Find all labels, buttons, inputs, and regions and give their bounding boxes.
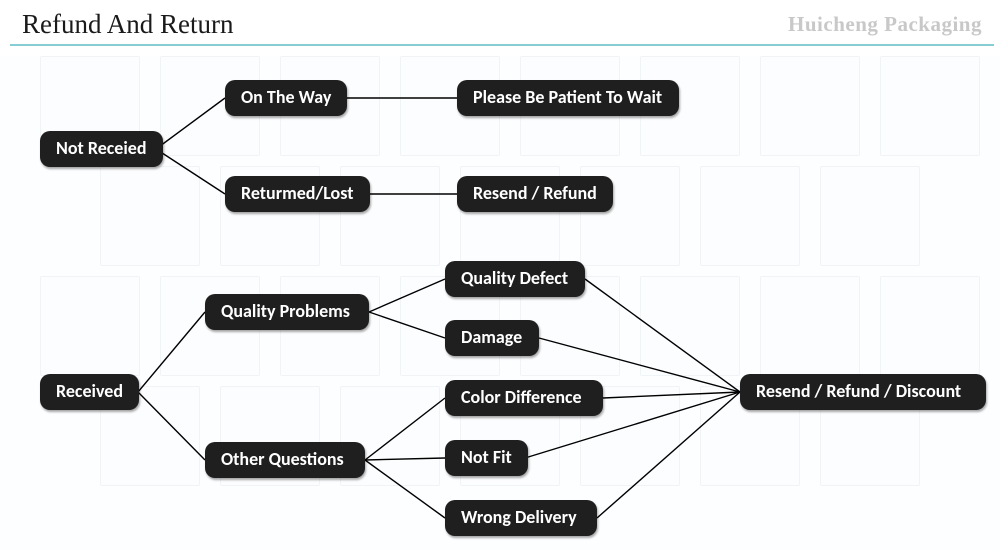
node-not-received: Not Receied <box>40 131 163 167</box>
edge-other_q-wrong_delivery <box>365 460 445 518</box>
edge-received-quality_prob <box>138 312 205 392</box>
node-not-fit: Not Fit <box>445 440 528 476</box>
edge-other_q-color_diff <box>365 398 445 460</box>
edge-color_diff-final <box>603 392 740 398</box>
node-returned-lost: Returmed/Lost <box>225 176 370 212</box>
header-underline <box>10 44 994 46</box>
node-wrong-delivery: Wrong Delivery <box>445 500 597 536</box>
page-title: Refund And Return <box>22 9 233 40</box>
brand-label: Huicheng Packaging <box>788 12 982 37</box>
edge-quality_prob-quality_defect <box>369 279 445 312</box>
node-patient: Please Be Patient To Wait <box>457 80 679 116</box>
node-damage: Damage <box>445 320 539 356</box>
edge-wrong_delivery-final <box>597 392 740 518</box>
node-other-q: Other Questions <box>205 442 365 478</box>
edge-not_received-returned_lost <box>156 149 225 194</box>
node-final: Resend / Refund / Discount <box>740 374 986 410</box>
node-color-diff: Color Difference <box>445 380 603 416</box>
edge-quality_defect-final <box>585 279 740 392</box>
node-on-the-way: On The Way <box>225 80 347 116</box>
node-resend-refund: Resend / Refund <box>457 176 613 212</box>
node-quality-defect: Quality Defect <box>445 261 585 297</box>
edge-other_q-not_fit <box>365 458 445 460</box>
edge-not_received-on_the_way <box>156 98 225 149</box>
edge-received-other_q <box>138 392 205 460</box>
node-quality-prob: Quality Problems <box>205 294 369 330</box>
header: Refund And Return Huicheng Packaging <box>0 0 1000 44</box>
edge-quality_prob-damage <box>369 312 445 338</box>
node-received: Received <box>40 374 139 410</box>
diagram-canvas: Not Receied On The Way Please Be Patient T… <box>0 56 1000 550</box>
